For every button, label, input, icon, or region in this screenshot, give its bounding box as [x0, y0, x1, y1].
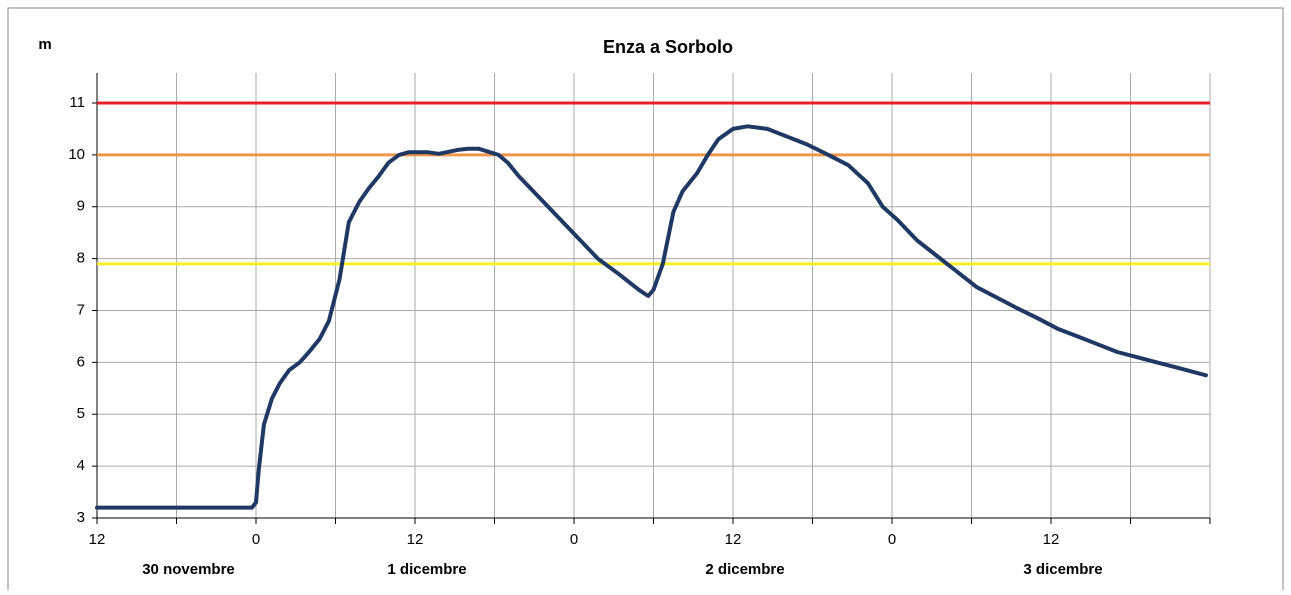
y-tick-label: 7 [77, 301, 85, 318]
y-tick-label: 4 [77, 457, 85, 474]
chart-title: Enza a Sorbolo [603, 37, 733, 57]
y-tick-label: 5 [77, 405, 85, 422]
y-tick-label: 3 [77, 509, 85, 526]
y-tick-label: 9 [77, 198, 85, 215]
chart-frame [7, 7, 1284, 595]
y-tick-label: 6 [77, 353, 85, 370]
x-tick-label: 12 [1043, 531, 1060, 548]
line-series [95, 124, 1208, 510]
day-label: 3 dicembre [1023, 561, 1102, 578]
y-tick-label: 10 [68, 146, 85, 163]
x-tick-label: 0 [888, 531, 896, 548]
day-label: 30 novembre [142, 561, 235, 578]
x-tick-label: 12 [407, 531, 424, 548]
day-label: 2 dicembre [705, 561, 784, 578]
day-label: 1 dicembre [387, 561, 466, 578]
x-tick-label: 12 [725, 531, 742, 548]
x-tick-label: 12 [89, 531, 106, 548]
y-axis-label: m [38, 36, 51, 53]
x-tick-label: 0 [252, 531, 260, 548]
y-tick-label: 11 [69, 94, 85, 111]
y-tick-label: 8 [77, 250, 85, 267]
x-tick-label: 0 [570, 531, 578, 548]
